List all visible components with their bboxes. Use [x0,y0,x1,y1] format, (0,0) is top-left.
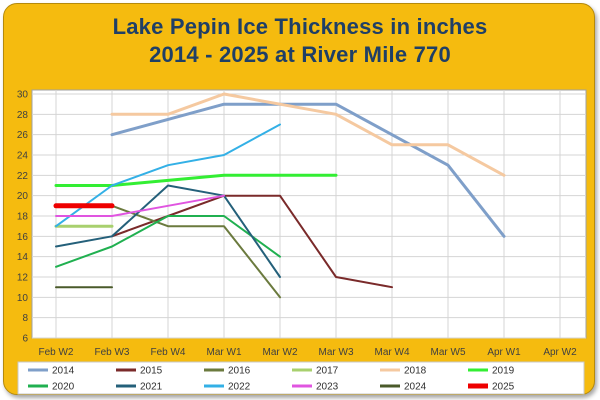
y-tick-label: 22 [17,171,29,182]
series-line-2022 [55,123,281,228]
series-line-2019 [54,173,338,187]
y-tick-label: 10 [17,293,29,304]
y-tick-label: 28 [17,110,29,121]
x-tick-label: Mar W5 [431,347,466,358]
legend-label-2017: 2017 [316,366,339,377]
y-tick-label: 24 [17,151,29,162]
chart-title: Lake Pepin Ice Thickness in inches [112,14,488,39]
x-tick-label: Mar W4 [375,347,410,358]
x-tick-label: Feb W3 [94,347,129,358]
series-line-2018 [110,92,506,177]
y-axis: 6 8 10 12 14 16 18 20 22 24 26 28 30 [17,90,29,345]
series-line-2016 [111,204,281,299]
x-axis: Feb W2 Feb W3 Feb W4 Mar W1 Mar W2 Mar W3 Mar … [38,347,577,358]
y-tick-label: 14 [17,252,29,263]
plot-area [31,89,587,339]
chart-subtitle: 2014 - 2025 at River Mile 770 [149,42,451,67]
y-tick-label: 30 [17,90,29,101]
y-tick-label: 16 [17,232,29,243]
series-lines [53,92,506,299]
legend-label-2021: 2021 [140,382,163,393]
x-tick-label: Mar W3 [319,347,354,358]
legend [17,361,585,395]
legend-label-2016: 2016 [228,366,251,377]
series-line-2015 [111,194,393,289]
x-tick-label: Mar W1 [207,347,242,358]
x-tick-label: Feb W4 [150,347,185,358]
legend-label-2018: 2018 [404,366,427,377]
y-tick-label: 6 [22,334,28,345]
y-tick-label: 8 [22,313,28,324]
series-line-2021 [55,184,281,278]
legend-label-2022: 2022 [228,382,251,393]
legend-label-2024: 2024 [404,382,427,393]
x-tick-label: Feb W2 [38,347,73,358]
x-tick-label: Apr W1 [487,347,521,358]
legend-entries: 2014 2015 2016 2017 2018 2019 2020 2021 2022 2023… [28,366,515,393]
legend-label-2020: 2020 [52,382,75,393]
legend-label-2015: 2015 [140,366,163,377]
legend-label-2023: 2023 [316,382,339,393]
x-tick-label: Apr W2 [543,347,577,358]
legend-label-2025: 2025 [492,382,515,393]
y-tick-label: 18 [17,212,29,223]
legend-label-2019: 2019 [492,366,515,377]
series-line-2020 [55,215,281,268]
y-tick-label: 20 [17,191,29,202]
legend-label-2014: 2014 [52,366,75,377]
series-line-2023 [55,194,225,217]
series-line-2014 [110,102,506,238]
x-tick-label: Mar W2 [263,347,298,358]
y-tick-label: 12 [17,273,29,284]
y-tick-label: 26 [17,130,29,141]
grid [32,90,586,339]
